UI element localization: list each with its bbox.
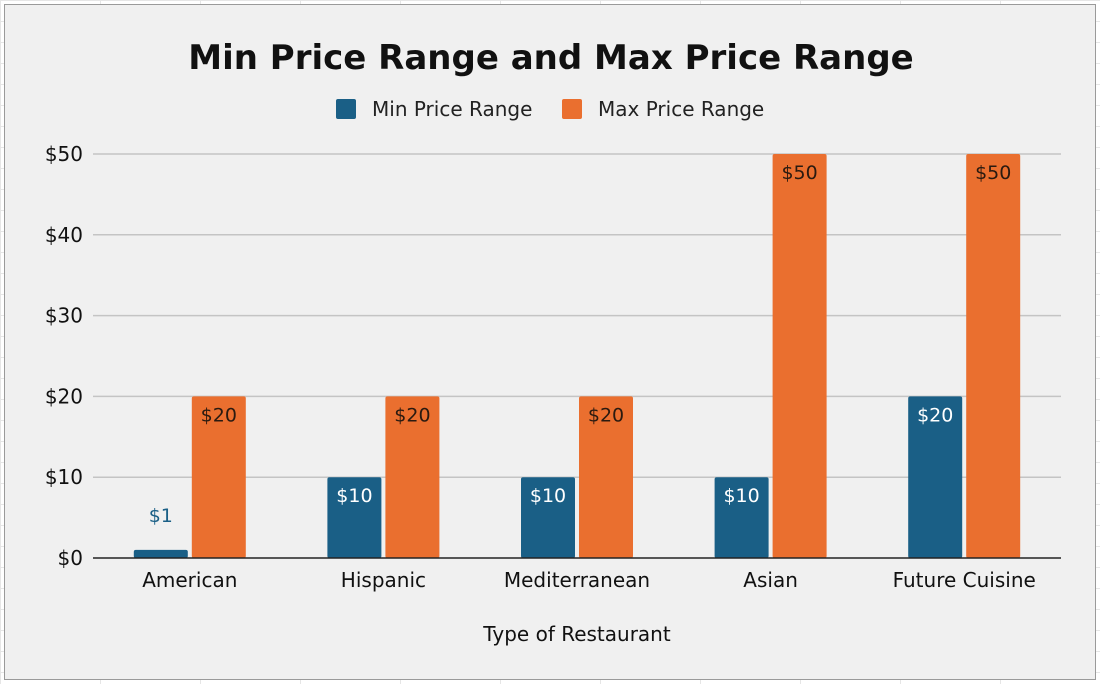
- bar-min-price[interactable]: [133, 549, 188, 558]
- chart-panel[interactable]: Min Price Range and Max Price Range Min …: [4, 4, 1096, 680]
- y-tick-label: $20: [45, 384, 83, 408]
- chart-legend: Min Price Range Max Price Range: [336, 97, 764, 121]
- chart-title: Min Price Range and Max Price Range: [188, 38, 913, 78]
- bar-value-label: $10: [723, 485, 759, 507]
- legend-swatch-min: [336, 99, 356, 119]
- bar-min-price[interactable]: [908, 396, 963, 558]
- bar-min-price[interactable]: [521, 477, 575, 558]
- legend-label-max: Max Price Range: [598, 97, 764, 121]
- bar-value-label: $50: [975, 162, 1011, 184]
- y-axis-tick-labels: $0 $10 $20 $30 $40 $50: [45, 142, 83, 570]
- y-tick-label: $0: [58, 546, 83, 570]
- bar-value-label: $20: [588, 404, 624, 426]
- y-gridlines: [93, 153, 1061, 478]
- y-tick-label: $10: [45, 465, 83, 489]
- bar-max-price[interactable]: [191, 396, 246, 558]
- x-category-label: Future Cuisine: [893, 568, 1036, 592]
- bar-value-label: $10: [530, 485, 566, 507]
- bar-value-label: $10: [336, 485, 372, 507]
- x-axis-category-labels: American Hispanic Mediterranean Asian Future…: [142, 568, 1036, 592]
- x-category-label: Hispanic: [341, 568, 426, 592]
- bar-max-price[interactable]: [385, 396, 440, 558]
- bar-value-label: $20: [201, 404, 237, 426]
- bar-value-label: $1: [149, 505, 173, 527]
- bar-min-price[interactable]: [714, 477, 769, 558]
- x-category-label: Asian: [743, 568, 798, 592]
- legend-swatch-max: [562, 99, 582, 119]
- bar-min-price[interactable]: [327, 477, 382, 558]
- y-tick-label: $40: [45, 223, 83, 247]
- bar-series: [133, 154, 1021, 558]
- x-category-label: Mediterranean: [504, 568, 650, 592]
- y-tick-label: $30: [45, 304, 83, 328]
- bar-max-price[interactable]: [772, 154, 827, 558]
- x-axis-title: Type of Restaurant: [482, 622, 671, 646]
- bar-max-price[interactable]: [966, 154, 1021, 558]
- bar-max-price[interactable]: [579, 396, 633, 558]
- x-category-label: American: [142, 568, 237, 592]
- y-tick-label: $50: [45, 142, 83, 166]
- bar-chart: Min Price Range and Max Price Range Min …: [45, 38, 1061, 646]
- bar-value-label: $20: [394, 404, 430, 426]
- bar-value-label: $50: [781, 162, 817, 184]
- bar-data-labels: $1 $20 $10 $20 $10 $20 $10 $50 $20 $50: [149, 162, 1012, 527]
- bar-value-label: $20: [917, 404, 953, 426]
- legend-label-min: Min Price Range: [372, 97, 532, 121]
